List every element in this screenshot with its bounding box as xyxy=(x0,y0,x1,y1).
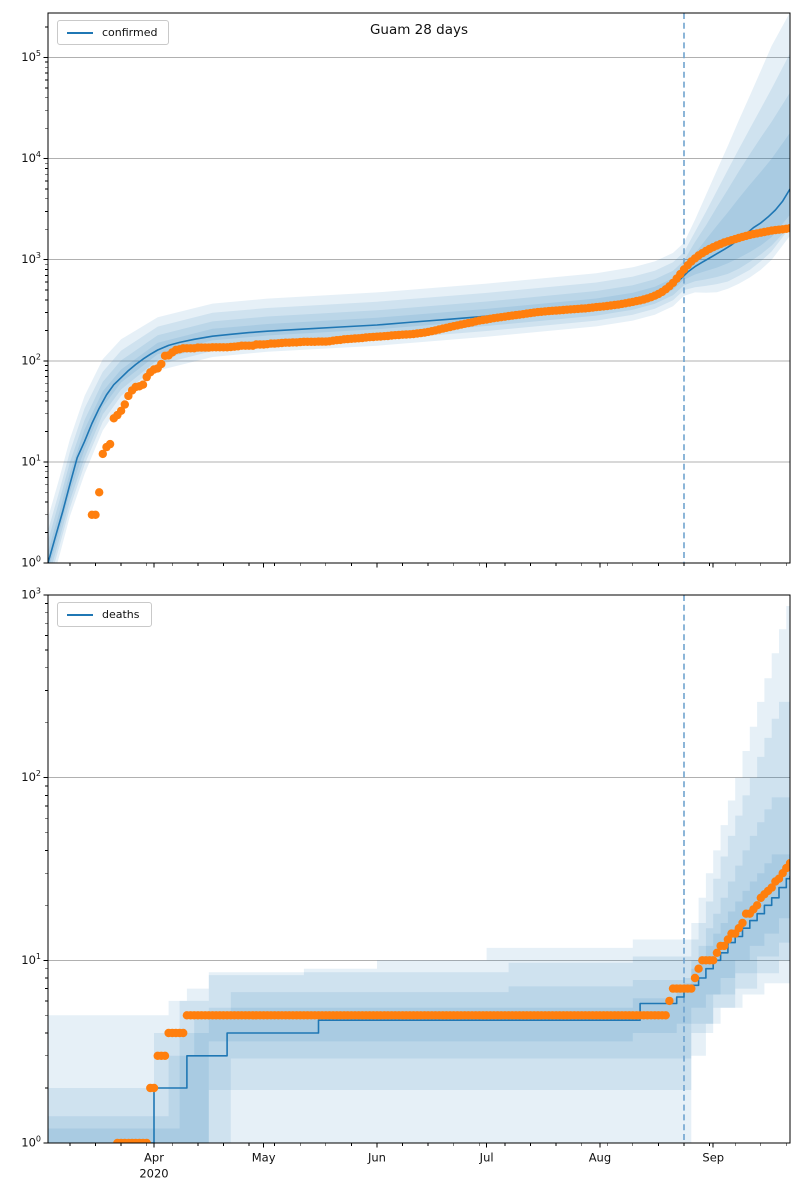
svg-text:105: 105 xyxy=(21,49,41,64)
svg-text:Jun: Jun xyxy=(367,1151,386,1165)
svg-text:101: 101 xyxy=(21,453,41,468)
svg-text:100: 100 xyxy=(21,1135,41,1150)
legend-deaths: deaths xyxy=(57,602,152,627)
page-title: Guam 28 days xyxy=(369,22,469,38)
svg-text:Apr: Apr xyxy=(144,1151,164,1165)
svg-text:Sep: Sep xyxy=(702,1151,724,1165)
svg-text:2020: 2020 xyxy=(139,1167,168,1181)
svg-text:Aug: Aug xyxy=(589,1151,611,1165)
svg-text:103: 103 xyxy=(21,587,41,602)
legend-line-sample-confirmed xyxy=(67,31,93,34)
svg-text:100: 100 xyxy=(21,555,41,570)
svg-text:102: 102 xyxy=(21,769,41,784)
svg-text:May: May xyxy=(252,1151,276,1165)
legend-label-deaths: deaths xyxy=(102,608,140,621)
svg-text:Jul: Jul xyxy=(479,1151,494,1165)
confirmed-chart: 100 101 102 103 104 105 xyxy=(21,12,791,570)
svg-text:102: 102 xyxy=(21,352,41,367)
legend-label-confirmed: confirmed xyxy=(102,26,158,39)
deaths-chart: Apr 2020 May Jun Jul Aug Sep 100 101 102 103 xyxy=(21,587,791,1181)
legend-confirmed: confirmed xyxy=(57,20,170,45)
svg-text:104: 104 xyxy=(21,150,41,165)
svg-text:103: 103 xyxy=(21,251,41,266)
svg-text:101: 101 xyxy=(21,952,41,967)
legend-line-sample-deaths xyxy=(67,613,93,616)
